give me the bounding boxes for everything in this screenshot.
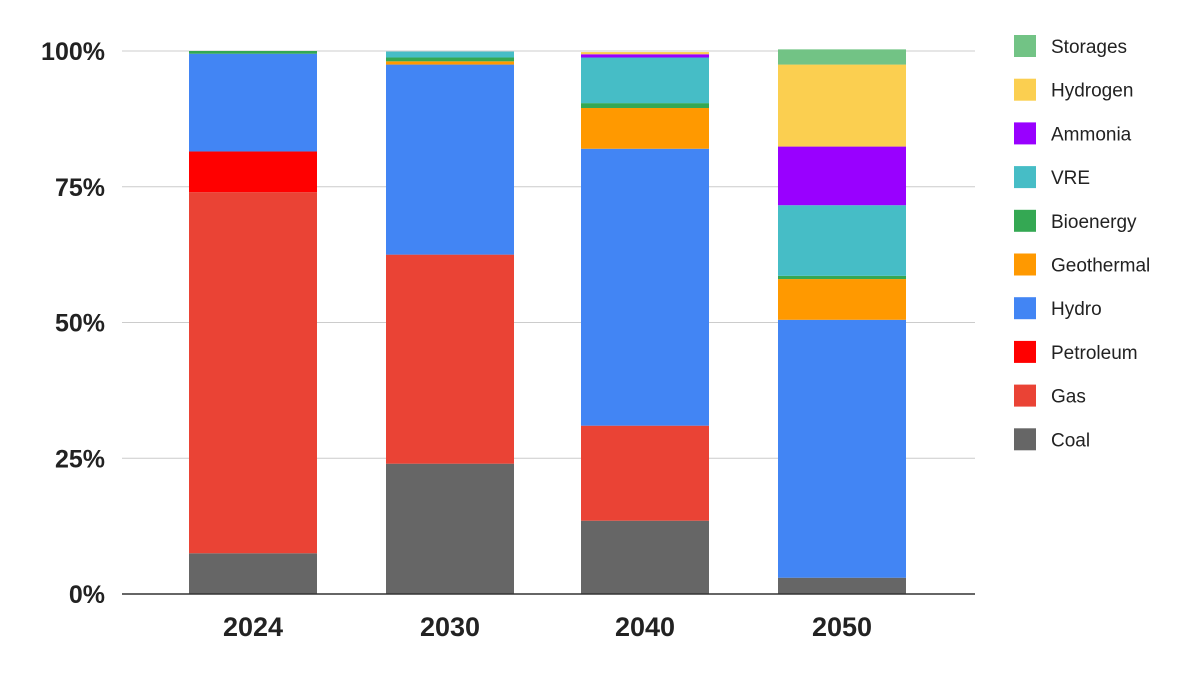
legend-label-ammonia: Ammonia — [1051, 124, 1132, 145]
legend-label-coal: Coal — [1051, 430, 1090, 451]
bar-2030-gas — [386, 254, 514, 464]
bar-2050-coal — [778, 577, 906, 594]
y-tick-0: 0% — [69, 581, 105, 609]
bar-2024-petroleum — [189, 151, 317, 193]
bar-2024-gas — [189, 192, 317, 554]
bar-2050-geothermal — [778, 279, 906, 320]
legend-label-vre: VRE — [1051, 168, 1090, 189]
bar-2040-vre — [581, 57, 709, 104]
legend-swatch-vre — [1014, 166, 1036, 189]
legend-swatch-storages — [1014, 35, 1036, 57]
bars — [189, 49, 906, 594]
bar-2050-vre — [778, 205, 906, 276]
bar-2050-bioenergy — [778, 275, 906, 280]
y-tick-50: 50% — [55, 310, 105, 338]
legend-label-storages: Storages — [1051, 37, 1127, 58]
y-tick-25: 25% — [55, 445, 105, 473]
bar-2030-bioenergy — [386, 57, 514, 62]
y-tick-100: 100% — [41, 38, 105, 66]
legend-label-petroleum: Petroleum — [1051, 343, 1138, 364]
bar-2030-coal — [386, 463, 514, 594]
bar-2024-hydro — [189, 53, 317, 152]
bar-2024-bioenergy — [189, 51, 317, 54]
legend: Storages Hydrogen Ammonia VRE Bioenergy Geoth… — [1014, 35, 1150, 451]
bar-2050-hydrogen — [778, 64, 906, 147]
bar-2030-geothermal — [386, 61, 514, 65]
legend-swatch-gas — [1014, 384, 1036, 407]
bar-2040-hydrogen — [581, 52, 709, 55]
y-tick-75: 75% — [55, 174, 105, 202]
legend-label-geothermal: Geothermal — [1051, 256, 1150, 277]
bar-2040-bioenergy — [581, 103, 709, 109]
bar-2024-coal — [189, 553, 317, 594]
legend-label-hydro: Hydro — [1051, 299, 1102, 320]
bar-2050-ammonia — [778, 146, 906, 206]
legend-swatch-hydrogen — [1014, 78, 1036, 101]
y-axis-ticks: 0% 25% 50% 75% 100% — [41, 38, 105, 609]
bar-2030-vre — [386, 51, 514, 58]
legend-swatch-hydro — [1014, 297, 1036, 320]
x-tick-2030: 2030 — [420, 612, 480, 642]
legend-swatch-bioenergy — [1014, 209, 1036, 232]
bar-2040-ammonia — [581, 54, 709, 58]
legend-swatch-ammonia — [1014, 122, 1036, 145]
bar-2050-hydro — [778, 319, 906, 578]
bar-2040-gas — [581, 425, 709, 521]
bar-2040-coal — [581, 520, 709, 594]
legend-swatch-coal — [1014, 428, 1036, 451]
bar-2040-geothermal — [581, 108, 709, 149]
x-tick-2040: 2040 — [615, 612, 675, 642]
legend-label-hydrogen: Hydrogen — [1051, 81, 1133, 102]
legend-swatch-petroleum — [1014, 340, 1036, 363]
x-tick-2024: 2024 — [223, 612, 283, 642]
bar-2030-hydro — [386, 64, 514, 255]
legend-label-bioenergy: Bioenergy — [1051, 212, 1137, 233]
legend-swatch-geothermal — [1014, 253, 1036, 276]
legend-label-gas: Gas — [1051, 387, 1086, 408]
x-tick-2050: 2050 — [812, 612, 872, 642]
x-axis-ticks: 2024 2030 2040 2050 — [223, 612, 872, 642]
bar-2040-hydro — [581, 148, 709, 426]
bar-2050-storages — [778, 49, 906, 65]
